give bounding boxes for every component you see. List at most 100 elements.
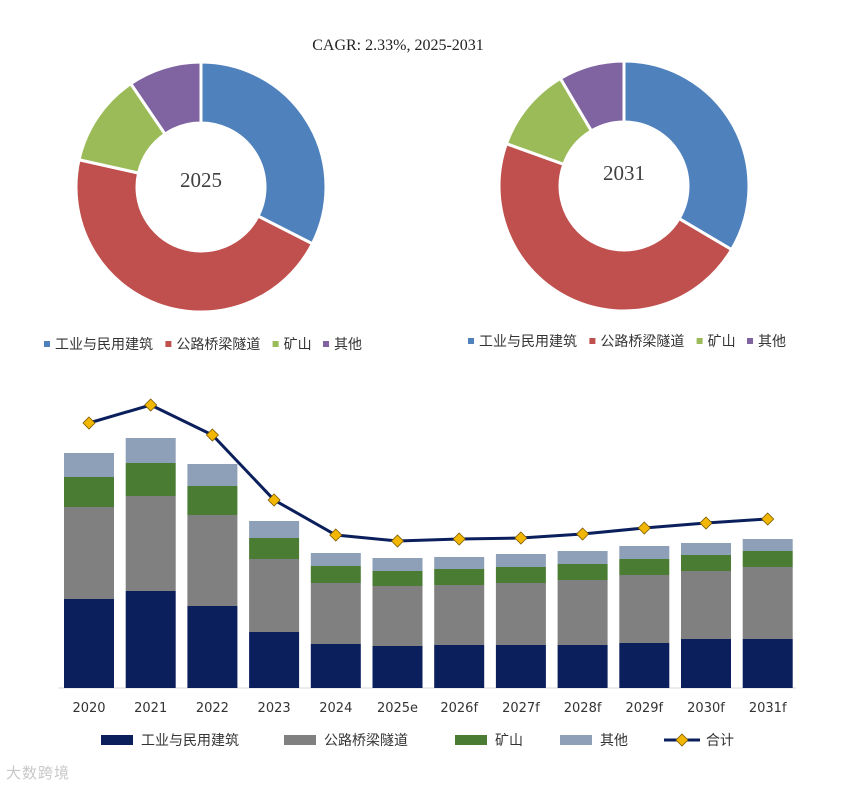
bar-legend-swatch-other	[560, 735, 592, 745]
bar-industrial-2022	[187, 606, 238, 688]
bar-other-2025e	[372, 558, 423, 571]
bar-legend: 工业与民用建筑 公路桥梁隧道 矿山 其他 合计	[101, 733, 734, 749]
bar-highway-2027f	[495, 583, 546, 645]
cagr-label: CAGR: 2.33%, 2025-2031	[312, 37, 484, 54]
x-tick-label: 2020	[72, 701, 105, 716]
bar-industrial-2031f	[742, 639, 793, 688]
total-marker-2021	[144, 398, 158, 412]
legend-swatch-other	[323, 341, 329, 347]
legend-label-other: 其他	[758, 334, 786, 350]
bar-other-2028f	[557, 551, 608, 564]
total-marker-2028f	[576, 527, 590, 541]
legend-label-highway: 公路桥梁隧道	[176, 337, 260, 353]
legend-label-mining: 矿山	[708, 334, 736, 350]
bar-industrial-2023	[249, 632, 300, 688]
legend-swatch-industrial	[44, 341, 50, 347]
bar-mining-2028f	[557, 564, 608, 580]
bar-highway-2022	[187, 515, 238, 606]
bar-highway-2021	[125, 496, 176, 591]
x-tick-label: 2029f	[625, 701, 663, 716]
legend-swatch-other	[747, 338, 753, 344]
bar-other-2029f	[619, 546, 670, 559]
bar-highway-2023	[249, 559, 300, 632]
bar-legend-marker	[675, 733, 689, 747]
bar-highway-2028f	[557, 580, 608, 645]
bar-highway-2031f	[742, 567, 793, 639]
bar-industrial-2021	[125, 591, 176, 688]
bar-other-2021	[125, 438, 176, 463]
bar-other-2031f	[742, 539, 793, 551]
bar-industrial-2030f	[681, 639, 731, 688]
total-marker-2031f	[761, 512, 775, 526]
bar-mining-2023	[249, 538, 300, 559]
legend-label-mining: 矿山	[284, 337, 312, 353]
bar-industrial-2020	[64, 599, 114, 688]
legend-swatch-mining	[272, 341, 279, 347]
bar-other-2027f	[495, 554, 546, 567]
donut-chart-2031: 2031	[497, 59, 751, 313]
x-tick-label: 2025e	[377, 701, 418, 716]
bar-legend-label-mining: 矿山	[495, 733, 523, 749]
bar-other-2023	[249, 521, 300, 538]
bar-mining-2029f	[619, 559, 670, 575]
bar-mining-2022	[187, 486, 238, 515]
bar-mining-2030f	[681, 555, 731, 571]
bar-other-2024	[310, 553, 361, 566]
bar-industrial-2026f	[434, 645, 485, 688]
bar-industrial-2028f	[557, 645, 608, 688]
bar-mining-2031f	[742, 551, 793, 567]
donut-slice-other	[558, 59, 626, 133]
bar-mining-2027f	[495, 567, 546, 583]
bar-highway-2026f	[434, 585, 485, 645]
bar-other-2022	[187, 464, 238, 486]
bar-legend-swatch-industrial	[101, 735, 133, 745]
x-tick-label: 2021	[134, 701, 167, 716]
bar-legend-swatch-highway	[284, 735, 316, 745]
donut-center-label: 2031	[603, 161, 645, 185]
bar-industrial-2024	[310, 644, 361, 688]
stacked-bar-chart: 2020 2021 2022 2023 2024 2025e 2026f 2027f 2028f…	[58, 398, 796, 716]
bar-highway-2020	[64, 507, 114, 599]
total-marker-2020	[82, 416, 96, 430]
bar-mining-2020	[64, 477, 114, 507]
bar-mining-2021	[125, 463, 176, 496]
total-marker-2025e	[390, 534, 405, 548]
bar-industrial-2025e	[372, 646, 423, 688]
bar-other-2030f	[681, 543, 731, 555]
bar-mining-2026f	[434, 569, 485, 585]
bar-highway-2030f	[681, 571, 731, 639]
x-tick-label: 2022	[196, 701, 229, 716]
total-marker-2029f	[637, 521, 651, 535]
donut-slice-highway	[74, 157, 315, 314]
total-marker-2030f	[699, 516, 713, 530]
legend-swatch-industrial	[468, 338, 474, 344]
legend-label-other: 其他	[334, 337, 362, 353]
bar-highway-2024	[310, 583, 361, 644]
donut-center-label: 2025	[180, 168, 222, 192]
bar-legend-label-other: 其他	[600, 733, 628, 749]
x-tick-label: 2024	[319, 701, 352, 716]
legend-swatch-mining	[696, 338, 703, 344]
total-marker-2027f	[514, 531, 528, 545]
donut-slice-other	[128, 60, 203, 137]
legend-swatch-highway	[589, 338, 596, 344]
total-marker-2026f	[452, 532, 466, 546]
total-line	[88, 403, 768, 543]
total-marker-2023	[267, 493, 281, 507]
x-tick-label: 2028f	[564, 701, 602, 716]
donut-slice-industrial	[199, 60, 328, 246]
x-tick-label: 2023	[258, 701, 291, 716]
bar-industrial-2027f	[495, 645, 546, 688]
donut-chart-2025: 2025	[74, 60, 328, 314]
bar-legend-swatch-mining	[455, 735, 487, 745]
x-tick-label: 2030f	[687, 701, 725, 716]
bar-legend-label-total: 合计	[706, 733, 734, 749]
total-marker-2024	[329, 528, 343, 542]
bar-industrial-2029f	[619, 643, 670, 688]
legend-swatch-highway	[165, 341, 172, 347]
legend-label-highway: 公路桥梁隧道	[600, 334, 684, 350]
legend-label-industrial: 工业与民用建筑	[479, 334, 577, 350]
total-marker-2022	[205, 428, 219, 442]
x-tick-label: 2027f	[502, 701, 540, 716]
bar-legend-label-industrial: 工业与民用建筑	[141, 733, 239, 749]
